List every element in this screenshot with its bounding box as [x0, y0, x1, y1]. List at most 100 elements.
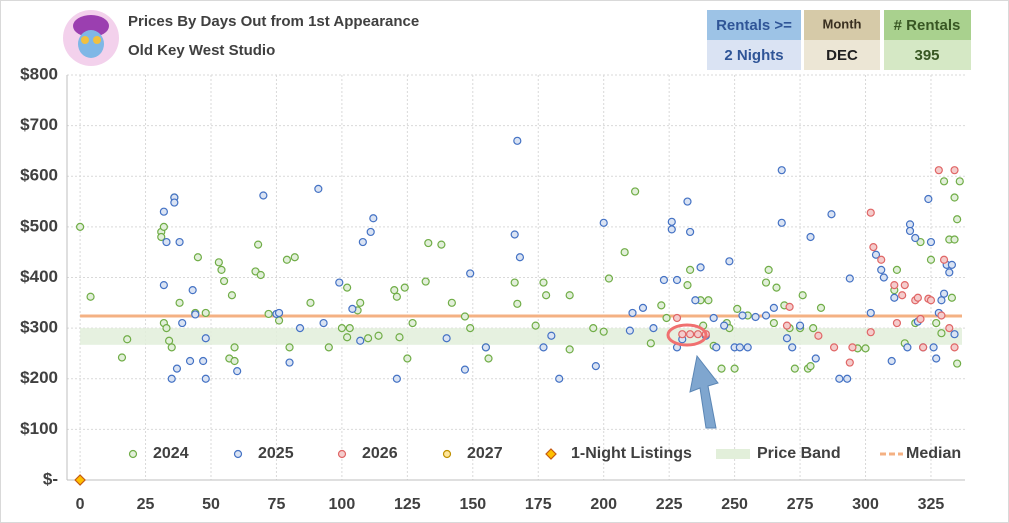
point	[932, 354, 941, 363]
x-tick-label: 250	[721, 496, 748, 513]
point	[772, 283, 781, 292]
point	[259, 191, 268, 200]
point	[945, 324, 954, 333]
point	[620, 248, 629, 257]
point	[424, 238, 433, 248]
point	[274, 308, 284, 318]
point	[510, 230, 519, 239]
point	[264, 309, 273, 319]
point	[188, 286, 197, 295]
point	[911, 233, 920, 243]
point	[806, 361, 815, 371]
point	[466, 269, 475, 278]
point	[201, 334, 210, 343]
point	[421, 277, 430, 286]
point	[185, 356, 195, 366]
point	[785, 302, 794, 311]
point	[733, 304, 742, 313]
y-tick-label: $100	[20, 419, 58, 438]
point	[369, 214, 378, 223]
point	[178, 318, 187, 328]
point	[924, 194, 933, 204]
info-boxes: Rentals >= 2 Nights Month DEC # Rentals …	[707, 10, 971, 70]
legend-marker	[337, 449, 347, 459]
point	[937, 311, 946, 320]
point	[866, 308, 875, 318]
point	[683, 197, 692, 206]
point	[696, 263, 705, 272]
point	[816, 303, 826, 312]
point	[790, 364, 799, 373]
box-value: 395	[914, 47, 939, 64]
point	[950, 343, 959, 352]
point	[686, 227, 695, 237]
box	[707, 40, 801, 70]
point	[123, 335, 132, 344]
point	[932, 318, 941, 328]
point	[953, 215, 962, 224]
legend-marker	[128, 449, 138, 459]
point	[939, 289, 949, 298]
point	[565, 345, 574, 354]
chart-title: Prices By Days Out from 1st Appearance	[128, 13, 419, 30]
point	[437, 240, 446, 249]
point	[227, 291, 237, 300]
point	[392, 374, 401, 383]
point	[937, 296, 946, 305]
x-tick-label: 275	[787, 496, 814, 513]
point	[827, 210, 836, 219]
point	[159, 280, 168, 290]
point	[390, 286, 399, 295]
point	[829, 343, 839, 352]
point	[916, 314, 925, 324]
point	[903, 343, 912, 352]
point	[947, 260, 957, 269]
point	[887, 356, 896, 366]
point	[751, 312, 760, 322]
point	[892, 318, 902, 328]
box-label: Rentals >=	[716, 17, 792, 34]
point	[691, 296, 700, 305]
point	[939, 177, 949, 186]
point	[890, 293, 899, 302]
point	[274, 316, 284, 325]
point	[916, 237, 925, 247]
point	[672, 275, 682, 285]
point	[358, 237, 367, 247]
point	[947, 293, 957, 302]
y-tick-label: $400	[20, 267, 58, 286]
box	[884, 40, 971, 70]
point	[324, 343, 333, 352]
point	[117, 353, 127, 362]
legend-swatch	[716, 449, 750, 459]
point	[230, 356, 239, 366]
point	[167, 374, 176, 383]
point	[638, 303, 648, 312]
point	[725, 257, 734, 266]
point	[172, 364, 182, 373]
y-tick-label: $600	[20, 166, 58, 185]
point	[392, 292, 401, 301]
point	[811, 354, 820, 363]
box-value: 2 Nights	[724, 47, 783, 64]
point	[547, 331, 556, 340]
point	[646, 339, 655, 348]
point	[162, 237, 171, 247]
point	[761, 311, 771, 320]
point	[809, 324, 818, 333]
point	[919, 343, 928, 352]
point	[201, 374, 210, 383]
point	[693, 330, 703, 339]
point	[869, 243, 878, 252]
legend-marker	[442, 449, 452, 459]
point	[191, 310, 200, 319]
point	[193, 253, 203, 262]
point	[649, 324, 658, 333]
point	[285, 358, 294, 367]
point	[314, 184, 323, 194]
point	[447, 298, 456, 307]
x-tick-label: 50	[202, 496, 220, 513]
point	[335, 278, 344, 287]
